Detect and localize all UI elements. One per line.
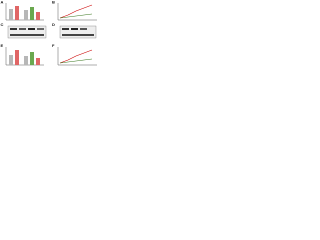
bar — [15, 6, 19, 20]
bar — [30, 7, 34, 20]
bar — [30, 52, 34, 65]
panel-label: E — [1, 43, 4, 48]
line — [59, 49, 93, 64]
blot — [59, 25, 97, 39]
panel-c-blot — [7, 25, 47, 39]
page: {"panels": [{"label": "A"}, {"label": "B… — [0, 0, 100, 68]
figure: A B C D E F — [1, 0, 97, 66]
panel-label: F — [52, 43, 55, 48]
band — [10, 28, 17, 30]
band — [10, 34, 44, 36]
line — [59, 4, 93, 19]
blot — [7, 25, 47, 39]
line — [59, 13, 93, 19]
line — [59, 58, 93, 64]
panel-e-bars — [5, 47, 44, 66]
bar — [24, 10, 28, 20]
band — [28, 28, 35, 30]
band — [62, 34, 94, 36]
band — [19, 28, 26, 30]
bar — [9, 9, 13, 20]
panel-d-blot — [59, 25, 97, 39]
panel-label: D — [52, 22, 55, 27]
band — [71, 28, 78, 30]
bar — [24, 56, 28, 65]
band — [80, 28, 87, 30]
panel-label: C — [1, 22, 4, 27]
bar — [9, 55, 13, 65]
axis — [57, 47, 97, 66]
panel-b-lines — [57, 3, 97, 21]
band — [37, 28, 44, 30]
bar — [15, 50, 19, 65]
band — [62, 28, 69, 30]
panel-f-lines — [57, 47, 97, 66]
axis — [57, 3, 97, 21]
panel-a-bars — [5, 3, 44, 21]
bar — [36, 58, 40, 65]
bar — [36, 12, 40, 20]
panel-label: B — [52, 0, 55, 5]
panel-label: A — [1, 0, 4, 5]
